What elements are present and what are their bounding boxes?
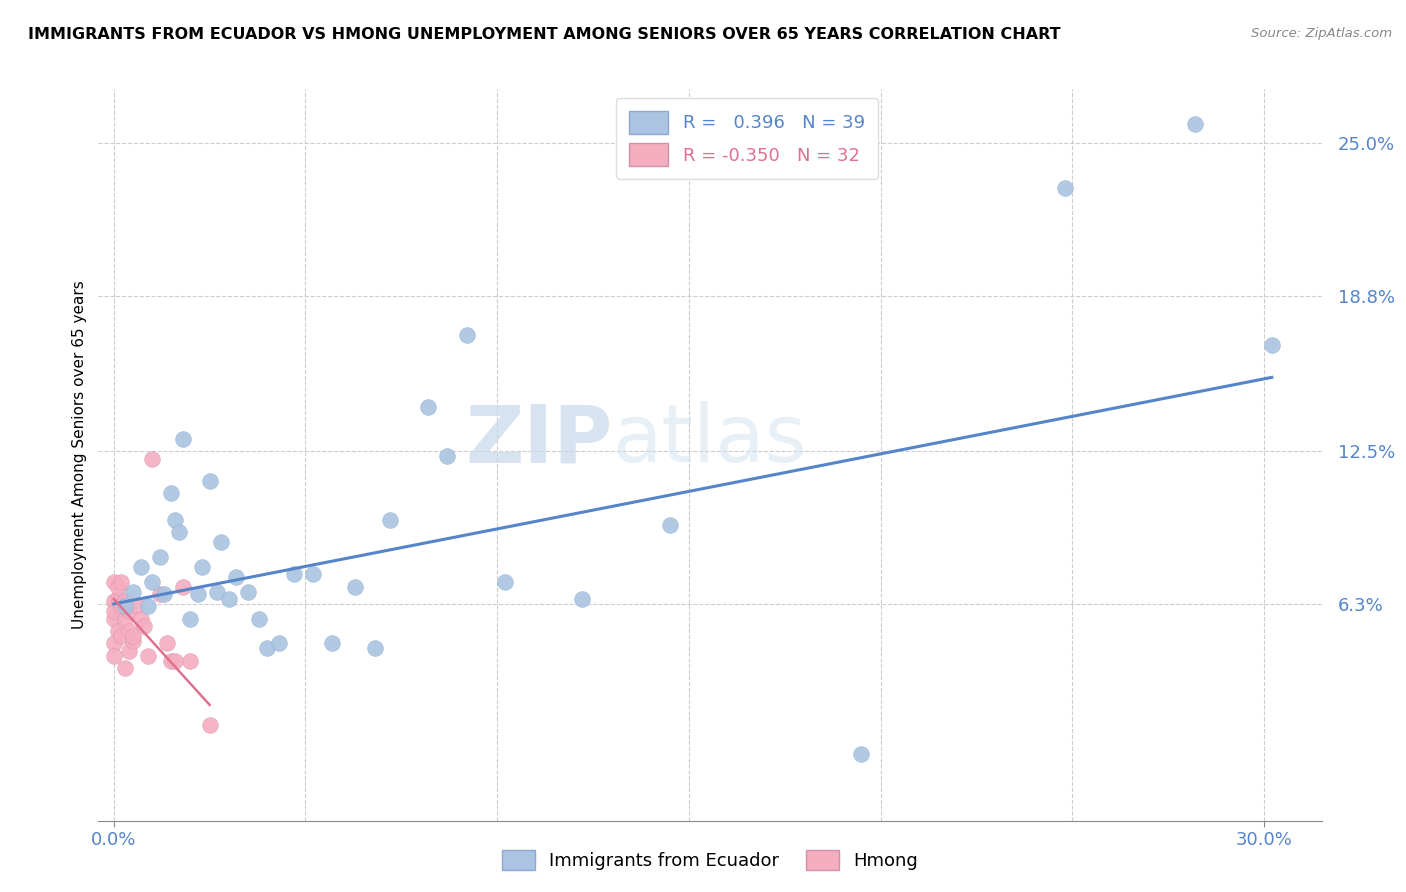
- Point: [302, 567, 325, 582]
- Point: [114, 661, 136, 675]
- Point: [236, 584, 259, 599]
- Point: [267, 636, 290, 650]
- Point: [114, 612, 136, 626]
- Point: [118, 624, 141, 638]
- Point: [851, 747, 873, 761]
- Point: [207, 584, 229, 599]
- Point: [283, 567, 305, 582]
- Point: [179, 654, 201, 668]
- Point: [418, 400, 440, 414]
- Point: [436, 449, 458, 463]
- Point: [172, 580, 194, 594]
- Point: [149, 550, 172, 565]
- Point: [152, 587, 174, 601]
- Point: [129, 560, 152, 574]
- Point: [363, 641, 385, 656]
- Text: Source: ZipAtlas.com: Source: ZipAtlas.com: [1251, 27, 1392, 40]
- Point: [141, 451, 163, 466]
- Point: [456, 328, 478, 343]
- Point: [494, 574, 516, 589]
- Point: [134, 619, 156, 633]
- Point: [321, 636, 343, 650]
- Point: [149, 587, 172, 601]
- Point: [658, 518, 681, 533]
- Point: [249, 612, 271, 626]
- Point: [110, 629, 132, 643]
- Point: [103, 636, 125, 650]
- Point: [167, 525, 190, 540]
- Point: [114, 594, 136, 608]
- Point: [122, 584, 145, 599]
- Point: [160, 486, 183, 500]
- Point: [129, 612, 152, 626]
- Point: [225, 570, 247, 584]
- Point: [378, 513, 401, 527]
- Point: [209, 535, 232, 549]
- Point: [107, 592, 129, 607]
- Point: [165, 513, 187, 527]
- Y-axis label: Unemployment Among Seniors over 65 years: Unemployment Among Seniors over 65 years: [72, 281, 87, 629]
- Point: [103, 574, 125, 589]
- Point: [107, 624, 129, 638]
- Point: [122, 629, 145, 643]
- Text: atlas: atlas: [612, 401, 807, 479]
- Point: [179, 612, 201, 626]
- Point: [156, 636, 179, 650]
- Point: [107, 580, 129, 594]
- Point: [1261, 338, 1284, 352]
- Point: [136, 599, 159, 614]
- Point: [110, 599, 132, 614]
- Point: [198, 474, 221, 488]
- Legend: Immigrants from Ecuador, Hmong: Immigrants from Ecuador, Hmong: [495, 843, 925, 878]
- Point: [122, 633, 145, 648]
- Point: [191, 560, 214, 574]
- Point: [103, 594, 125, 608]
- Point: [1184, 117, 1206, 131]
- Point: [160, 654, 183, 668]
- Point: [114, 599, 136, 614]
- Point: [141, 574, 163, 589]
- Point: [218, 592, 240, 607]
- Point: [165, 654, 187, 668]
- Point: [125, 599, 148, 614]
- Point: [571, 592, 593, 607]
- Point: [103, 604, 125, 618]
- Point: [103, 648, 125, 663]
- Point: [256, 641, 278, 656]
- Point: [110, 574, 132, 589]
- Point: [187, 587, 209, 601]
- Point: [1053, 180, 1076, 194]
- Text: IMMIGRANTS FROM ECUADOR VS HMONG UNEMPLOYMENT AMONG SENIORS OVER 65 YEARS CORREL: IMMIGRANTS FROM ECUADOR VS HMONG UNEMPLO…: [28, 27, 1060, 42]
- Point: [344, 580, 367, 594]
- Point: [198, 717, 221, 731]
- Point: [118, 643, 141, 657]
- Text: ZIP: ZIP: [465, 401, 612, 479]
- Point: [103, 612, 125, 626]
- Point: [118, 604, 141, 618]
- Point: [136, 648, 159, 663]
- Point: [172, 432, 194, 446]
